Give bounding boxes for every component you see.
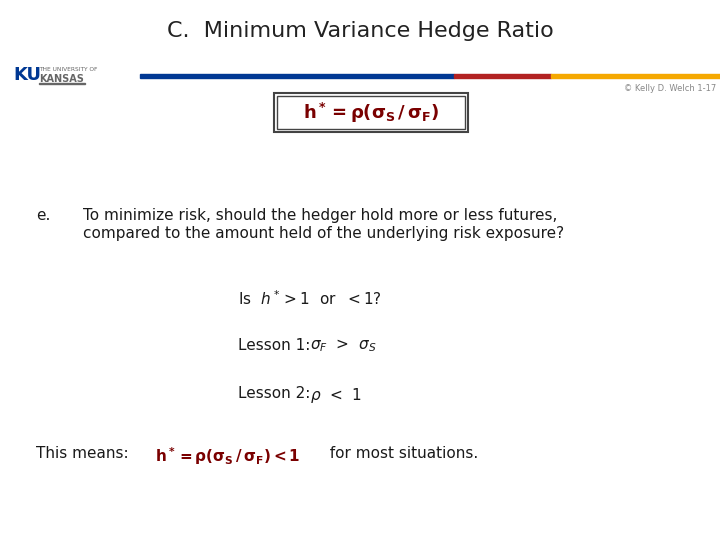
Bar (39, 83, 85, 84)
Bar (140, 74, 454, 78)
Text: C.  Minimum Variance Hedge Ratio: C. Minimum Variance Hedge Ratio (166, 21, 554, 42)
Text: Lesson 2:: Lesson 2: (238, 386, 320, 401)
Text: THE UNIVERSITY OF: THE UNIVERSITY OF (39, 67, 97, 72)
Text: $\rho$  <  1: $\rho$ < 1 (310, 386, 361, 405)
Text: KANSAS: KANSAS (39, 73, 84, 84)
Text: Lesson 1:: Lesson 1: (238, 338, 320, 353)
Bar (274, 93, 468, 132)
Bar (551, 74, 720, 78)
Text: for most situations.: for most situations. (320, 446, 478, 461)
Text: © Kelly D. Welch 1-17: © Kelly D. Welch 1-17 (624, 84, 716, 93)
Text: $\sigma_F$  >  $\sigma_S$: $\sigma_F$ > $\sigma_S$ (310, 338, 376, 354)
Text: compared to the amount held of the underlying risk exposure?: compared to the amount held of the under… (83, 226, 564, 241)
Text: KU: KU (13, 65, 41, 84)
Bar (454, 74, 551, 78)
Text: This means:: This means: (36, 446, 129, 461)
Text: $\mathbf{h^* = \rho(\sigma_S\,/\,\sigma_F)}$: $\mathbf{h^* = \rho(\sigma_S\,/\,\sigma_… (302, 101, 439, 125)
Text: Is  $h^* > 1$  or  $< 1?$: Is $h^* > 1$ or $< 1?$ (238, 289, 382, 308)
Bar (276, 97, 465, 129)
Text: e.: e. (36, 208, 50, 223)
Text: To minimize risk, should the hedger hold more or less futures,: To minimize risk, should the hedger hold… (83, 208, 557, 223)
Text: $\mathbf{h^* = \rho(\sigma_S\,/\,\sigma_F) < 1}$: $\mathbf{h^* = \rho(\sigma_S\,/\,\sigma_… (155, 446, 300, 467)
